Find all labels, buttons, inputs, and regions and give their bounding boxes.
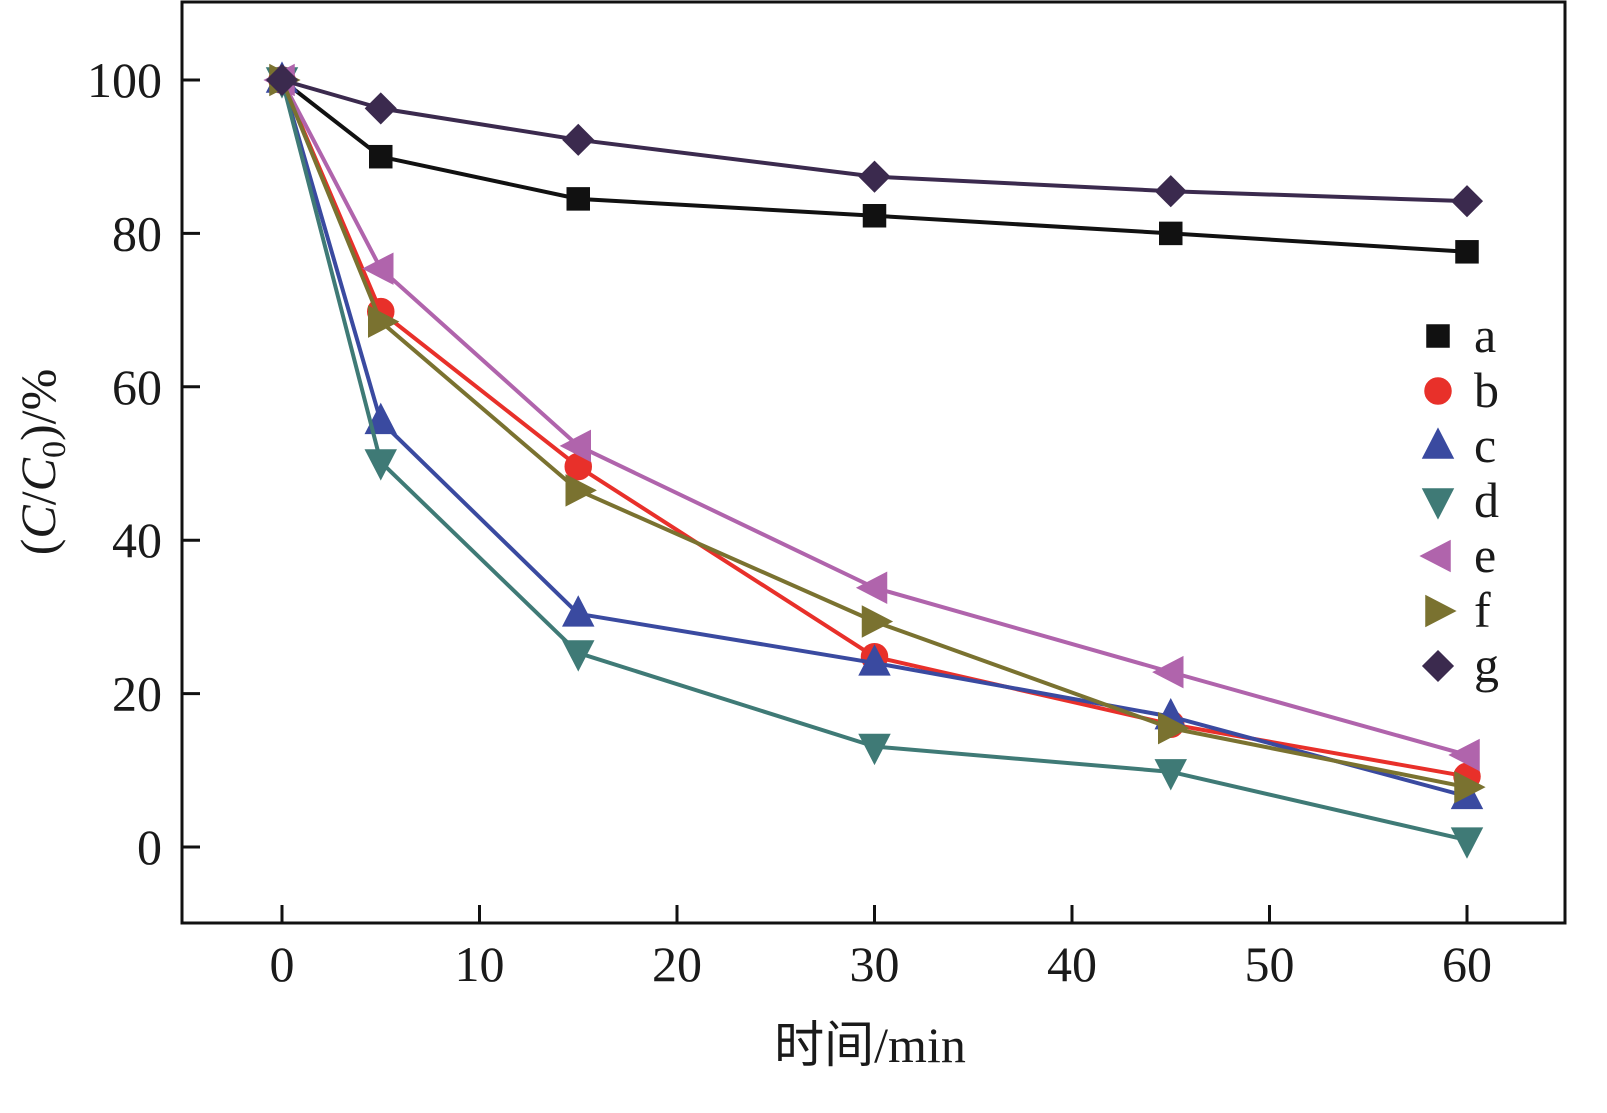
y-tick-label: 20	[112, 666, 162, 722]
data-point-a	[862, 204, 887, 228]
x-axis-title: 时间/min	[774, 1017, 966, 1073]
data-point-a	[1455, 240, 1479, 264]
y-tick-label: 80	[112, 205, 162, 261]
legend-label-g: g	[1474, 637, 1499, 693]
legend-marker-b	[1424, 377, 1452, 405]
legend-label-b: b	[1474, 362, 1499, 418]
legend-marker-g	[1421, 649, 1455, 683]
data-point-d	[1450, 827, 1484, 859]
data-point-a	[1159, 221, 1183, 246]
legend-label-d: d	[1474, 472, 1499, 528]
series-line-c	[280, 79, 1468, 799]
series-line-a	[280, 78, 1468, 254]
data-point-a	[369, 144, 393, 169]
data-point-g	[1450, 185, 1484, 218]
legend-marker-d	[1421, 488, 1455, 520]
legend-marker-c	[1421, 427, 1455, 459]
legend-item-d: d	[1421, 472, 1499, 528]
legend-item-c: c	[1421, 417, 1496, 473]
legend-marker-f	[1425, 594, 1457, 628]
y-axis-ticks: 0 20 40 60 80 100	[87, 52, 200, 875]
y-tick-label: 100	[87, 52, 162, 108]
series-line-g	[281, 78, 1468, 204]
data-point-c	[562, 595, 595, 627]
legend-item-g: g	[1421, 637, 1499, 693]
legend-label-f: f	[1474, 582, 1491, 638]
data-point-d	[364, 449, 397, 481]
x-tick-label: 30	[850, 936, 900, 992]
series-line-b	[280, 79, 1468, 779]
data-point-f	[1454, 770, 1486, 804]
y-tick-label: 0	[137, 819, 162, 875]
data-point-a	[566, 187, 590, 211]
y-axis-title: (C/C0)/%	[10, 369, 73, 555]
series-line-f	[280, 79, 1468, 790]
x-tick-label: 0	[270, 936, 295, 992]
y-tick-label: 60	[112, 359, 162, 415]
data-point-g	[364, 92, 397, 125]
data-point-f	[1158, 711, 1190, 745]
data-point-g	[1154, 175, 1187, 208]
data-point-f	[861, 605, 894, 638]
data-point-g	[858, 160, 891, 193]
legend-label-a: a	[1474, 307, 1496, 363]
data-point-f	[565, 474, 597, 507]
data-point-e	[559, 429, 591, 463]
data-point-e	[855, 571, 888, 604]
legend-label-e: e	[1474, 527, 1496, 583]
series-d	[265, 67, 1484, 859]
data-point-g	[265, 63, 299, 97]
data-point-c	[858, 644, 891, 676]
x-tick-label: 10	[455, 936, 505, 992]
legend-item-e: e	[1419, 527, 1496, 583]
x-axis-ticks: 0 10 20 30 40 50 60	[270, 905, 1492, 992]
data-point-e	[1152, 655, 1184, 689]
series-line-d	[280, 79, 1468, 843]
series-g	[265, 63, 1484, 218]
data-point-d	[1154, 759, 1187, 791]
legend-item-b: b	[1424, 362, 1499, 418]
x-tick-label: 60	[1442, 936, 1492, 992]
data-point-f	[368, 305, 400, 338]
series-layer	[263, 61, 1486, 859]
y-tick-label: 40	[112, 512, 162, 568]
legend-marker-e	[1419, 539, 1451, 573]
x-tick-label: 50	[1245, 936, 1295, 992]
legend-item-f: f	[1425, 582, 1491, 638]
legend-item-a: a	[1426, 307, 1496, 363]
data-point-e	[362, 252, 394, 285]
legend-label-c: c	[1474, 417, 1496, 473]
series-line-e	[280, 79, 1468, 757]
x-tick-label: 40	[1047, 936, 1097, 992]
data-point-d	[562, 640, 595, 672]
legend-marker-a	[1426, 324, 1450, 348]
data-point-e	[1448, 738, 1480, 772]
x-tick-label: 20	[652, 936, 702, 992]
data-point-g	[562, 123, 595, 156]
data-point-d	[858, 733, 891, 766]
